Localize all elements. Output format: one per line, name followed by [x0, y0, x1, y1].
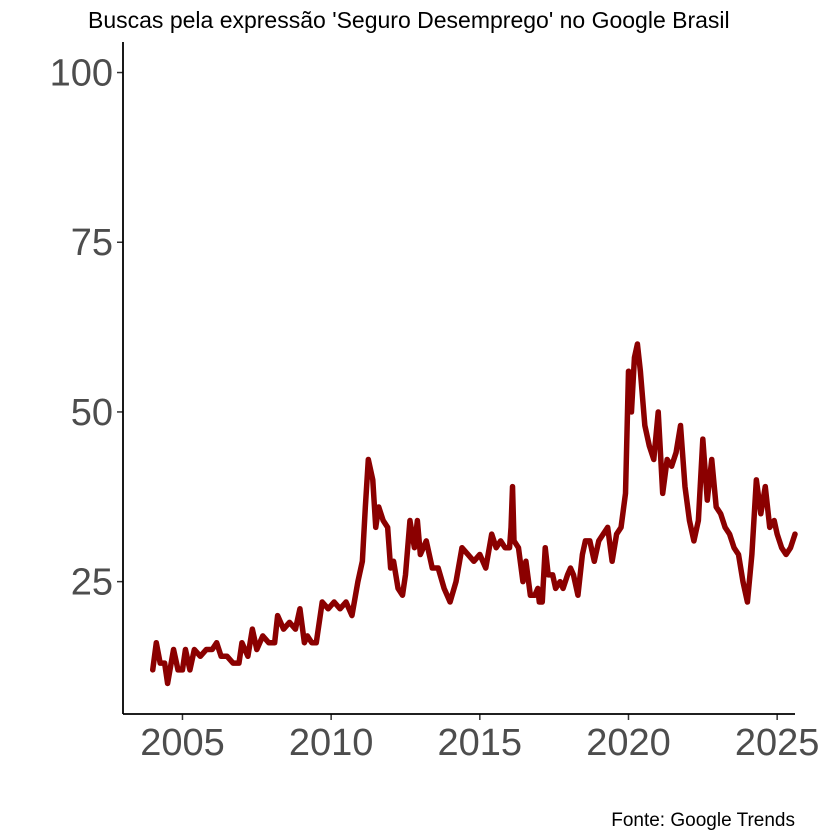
series-line: [149, 341, 798, 687]
x-tick-label: 2025: [735, 722, 820, 764]
chart-title: Buscas pela expressão 'Seguro Desemprego…: [88, 7, 730, 33]
y-tick-label: 50: [71, 392, 113, 434]
y-tick-label: 100: [50, 53, 113, 95]
x-tick-label: 2005: [140, 722, 225, 764]
y-tick-label: 25: [71, 562, 113, 604]
axis-ticks: 25 50 75 100 2005 2010 2015 2020 2025: [50, 53, 820, 764]
x-tick-label: 2015: [438, 722, 523, 764]
y-tick-label: 75: [71, 222, 113, 264]
x-tick-label: 2010: [289, 722, 374, 764]
x-tick-label: 2020: [586, 722, 671, 764]
chart-caption: Fonte: Google Trends: [611, 810, 795, 831]
series-layer: [149, 341, 798, 687]
